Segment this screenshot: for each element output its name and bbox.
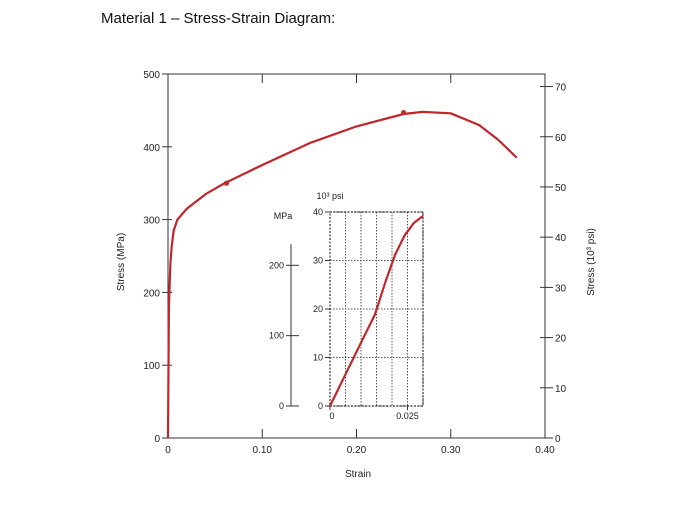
y-axis-label: Stress (MPa) [116, 233, 127, 291]
inset-y-tick-label: 0 [279, 401, 284, 411]
y-tick-label: 200 [143, 288, 160, 299]
y-tick-label: 300 [143, 216, 160, 227]
y2-tick-label: 30 [555, 283, 567, 294]
curve-marker [401, 109, 407, 116]
inset-y2-tick-label: 40 [313, 207, 323, 217]
y2-tick-label: 70 [555, 83, 567, 94]
inset-y-tick-label: 100 [269, 331, 284, 341]
x-tick-label: 0.20 [347, 445, 367, 456]
x-tick-label: 0.30 [441, 445, 461, 456]
inset-y-axis-label: MPa [274, 211, 293, 221]
inset-chart: 0 10 20 30 40 0 100 200 0 0.025 [269, 194, 433, 421]
y-tick-label: 500 [143, 70, 160, 81]
inset-y2-tick-label: 20 [313, 304, 323, 314]
inset-y2-tick-label: 30 [313, 256, 323, 266]
y2-tick-label: 20 [555, 334, 567, 345]
stress-strain-curve [166, 110, 518, 439]
inset-y-tick-label: 200 [269, 260, 284, 270]
page-title: Material 1 – Stress-Strain Diagram: [101, 10, 336, 27]
y-tick-label: 100 [143, 361, 160, 372]
x-tick-label: 0 [165, 445, 171, 456]
inset-x-tick-label: 0.025 [396, 411, 419, 421]
y2-tick-label: 60 [555, 133, 567, 144]
y2-axis-label: Stress (10³ psi) [586, 228, 597, 296]
y-tick-label: 0 [154, 434, 160, 445]
main-chart-curve [166, 109, 518, 439]
curve-marker [223, 180, 230, 186]
x-tick-label: 0.10 [253, 445, 273, 456]
inset-y2-tick-label: 0 [318, 401, 323, 411]
inset-y2-axis-label: 10³ psi [316, 191, 343, 201]
inset-curve [329, 215, 424, 407]
inset-y2-tick-label: 10 [313, 353, 323, 363]
inset-x-tick-label: 0 [329, 411, 334, 421]
y2-tick-label: 50 [555, 183, 567, 194]
y2-tick-label: 40 [555, 233, 567, 244]
y2-tick-label: 10 [555, 384, 567, 395]
x-tick-label: 0.40 [535, 445, 555, 456]
main-chart-frame: 0 0.10 0.20 0.30 0.4001002003004005000102030… [143, 70, 566, 456]
x-axis-label: Strain [345, 469, 371, 480]
y-tick-label: 400 [143, 143, 160, 154]
y2-tick-label: 0 [555, 434, 561, 445]
